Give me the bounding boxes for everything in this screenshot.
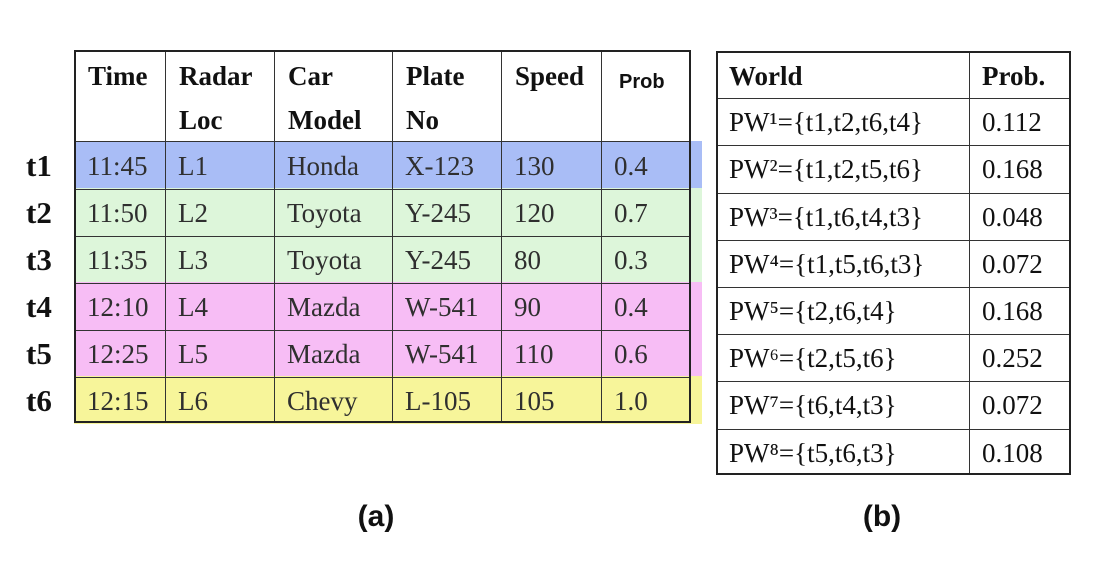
row-labels: t1 t2 t3 t4 t5 t6 — [26, 142, 72, 424]
column-divider — [969, 53, 970, 473]
row-id-t4: t4 — [26, 289, 52, 324]
table-cell: W-541 — [405, 339, 479, 369]
world-cell: PW³={t1,t6,t4,t3} — [729, 201, 923, 232]
table-cell: L4 — [178, 292, 208, 322]
row-id-t6: t6 — [26, 383, 52, 418]
world-cell: PW¹={t1,t2,t6,t4} — [729, 107, 923, 138]
prob-cell: 0.252 — [982, 343, 1043, 374]
table-cell: 0.4 — [614, 292, 648, 322]
table-cell: 0.3 — [614, 245, 648, 275]
world-cell: PW²={t1,t2,t5,t6} — [729, 154, 923, 185]
row-divider — [718, 239, 1069, 241]
table-cell: 1.0 — [614, 386, 648, 416]
table-cell: L2 — [178, 198, 208, 228]
table-cell: Y-245 — [405, 198, 471, 228]
row-divider — [718, 98, 1069, 100]
row-band — [74, 376, 702, 424]
row-id-t2: t2 — [26, 195, 52, 230]
table-cell: 120 — [514, 198, 555, 228]
table-cell: Mazda — [287, 292, 361, 322]
row-band — [74, 235, 702, 282]
table-cell: 130 — [514, 151, 555, 181]
row-divider — [76, 236, 689, 237]
column-header: Plate No — [406, 61, 465, 135]
column-header: Prob — [619, 71, 665, 93]
table-cell: Y-245 — [405, 245, 471, 275]
table-cell: 12:25 — [87, 339, 149, 369]
row-divider — [718, 287, 1069, 288]
radar-table: Time Radar Loc Car Model Plate No Speed Prob 1… — [74, 50, 691, 423]
caption-a: (a) — [357, 500, 395, 533]
world-cell: PW⁶={t2,t5,t6} — [729, 343, 897, 374]
table-cell: 105 — [514, 386, 555, 416]
row-divider — [76, 189, 689, 190]
column-header: Time — [88, 61, 148, 91]
row-divider — [718, 381, 1069, 383]
row-divider — [718, 428, 1069, 430]
prob-cell: 0.108 — [982, 437, 1043, 468]
prob-cell: 0.112 — [982, 107, 1042, 138]
world-cell: PW⁴={t1,t5,t6,t3} — [729, 248, 925, 279]
row-divider — [76, 330, 689, 331]
table-cell: 80 — [514, 245, 541, 275]
table-cell: 11:45 — [87, 151, 148, 181]
table-cell: 0.7 — [614, 198, 648, 228]
prob-cell: 0.168 — [982, 296, 1043, 326]
table-cell: 0.4 — [614, 151, 648, 181]
column-header: Prob. — [982, 61, 1046, 91]
row-divider — [76, 377, 689, 378]
table-cell: 0.6 — [614, 339, 648, 369]
table-cell: Mazda — [287, 339, 361, 369]
table-cell: 11:35 — [87, 245, 148, 275]
row-id-t3: t3 — [26, 242, 52, 277]
table-cell: 12:10 — [87, 292, 149, 322]
table-cell: L5 — [178, 339, 208, 369]
row-divider — [718, 334, 1069, 336]
table-cell: L3 — [178, 245, 208, 275]
row-band — [74, 141, 702, 188]
column-header: Radar Loc — [179, 61, 253, 135]
row-bands — [74, 141, 702, 424]
caption-b: (b) — [862, 500, 902, 533]
prob-cell: 0.072 — [982, 248, 1043, 279]
table-cell: 110 — [514, 339, 554, 369]
row-band — [74, 188, 702, 235]
table-cell: Toyota — [287, 245, 362, 275]
prob-cell: 0.048 — [982, 201, 1043, 232]
row-divider — [718, 192, 1069, 194]
world-cell: PW⁵={t2,t6,t4} — [729, 296, 897, 326]
row-id-t1: t1 — [26, 148, 52, 183]
table-cell: 11:50 — [87, 198, 148, 228]
table-cell: Chevy — [287, 386, 358, 416]
table-cell: L1 — [178, 151, 208, 181]
row-divider — [76, 141, 689, 142]
table-cell: L-105 — [405, 386, 471, 416]
table-cell: Toyota — [287, 198, 362, 228]
prob-cell: 0.168 — [982, 154, 1043, 185]
world-cell: PW⁸={t5,t6,t3} — [729, 437, 897, 468]
table-cell: X-123 — [405, 151, 474, 181]
row-band — [74, 282, 702, 329]
table-cell: Honda — [287, 151, 359, 181]
table-cell: W-541 — [405, 292, 479, 322]
column-header: World — [729, 61, 803, 91]
world-cell: PW⁷={t6,t4,t3} — [729, 390, 897, 421]
row-divider — [718, 145, 1069, 147]
row-band — [74, 329, 702, 376]
prob-cell: 0.072 — [982, 390, 1043, 421]
possible-worlds-table: World Prob. PW¹={t1,t2,t6,t4} 0.112 PW²={t1,… — [716, 51, 1071, 475]
column-header: Speed — [515, 61, 585, 91]
table-cell: 90 — [514, 292, 541, 322]
table-cell: L6 — [178, 386, 208, 416]
row-id-t5: t5 — [26, 336, 52, 371]
table-cell: 12:15 — [87, 386, 149, 416]
row-divider — [76, 283, 689, 284]
column-header: Car Model — [288, 61, 362, 135]
